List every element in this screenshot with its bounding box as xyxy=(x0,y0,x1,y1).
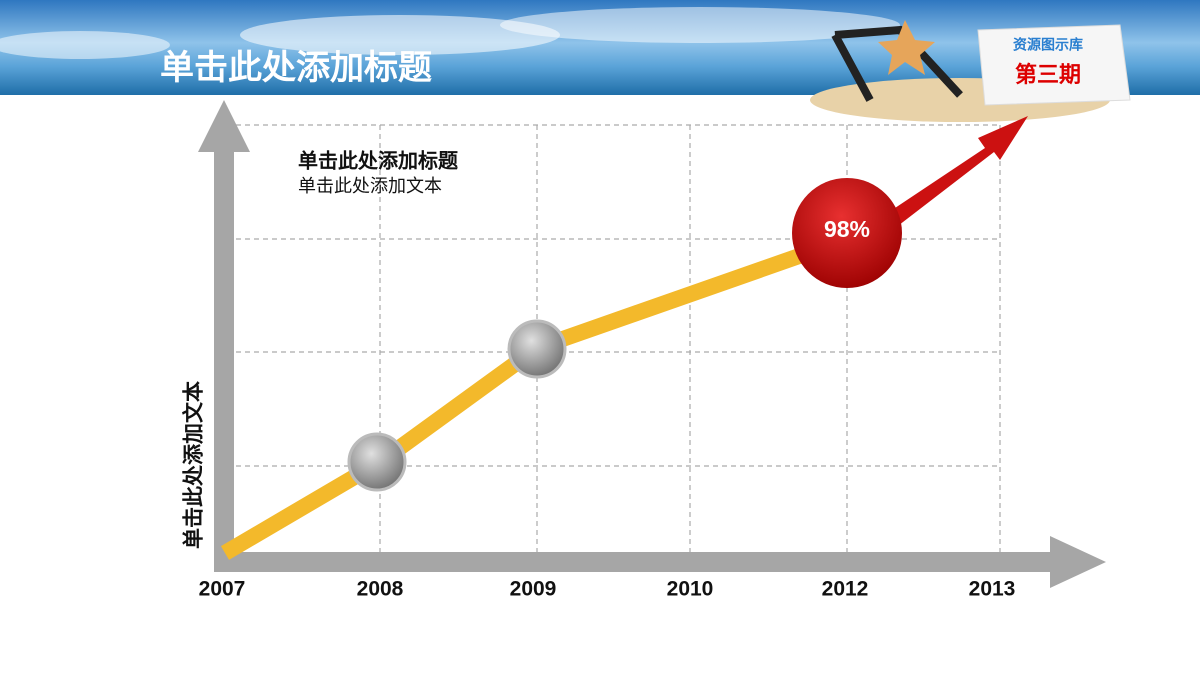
x-label: 2007 xyxy=(199,578,246,601)
header-title: 单击此处添加标题 xyxy=(160,49,432,87)
callout-text: 单击此处添加文本 xyxy=(298,176,442,196)
x-label: 2010 xyxy=(667,578,714,601)
starfish xyxy=(878,20,935,75)
x-label: 2008 xyxy=(357,578,404,601)
callout-title: 单击此处添加标题 xyxy=(298,148,459,172)
point-marker xyxy=(507,319,567,379)
x-label: 2013 xyxy=(969,578,1016,601)
badge-card xyxy=(977,24,1131,106)
badge-line2: 第三期 xyxy=(1015,62,1081,87)
cloud xyxy=(500,7,900,43)
trend-arrow xyxy=(880,116,1028,232)
x-label: 2012 xyxy=(822,578,869,601)
point-marker xyxy=(347,432,407,492)
chair xyxy=(831,25,963,102)
y-axis-label: 单击此处添加文本 xyxy=(182,381,206,549)
highlight-circle xyxy=(792,178,902,288)
trend-line xyxy=(220,246,808,560)
cloud xyxy=(0,31,170,59)
highlight-label: 98% xyxy=(824,216,870,242)
badge-line1: 资源图示库 xyxy=(1013,37,1083,53)
x-axis-arrow xyxy=(214,536,1106,588)
cloud xyxy=(240,15,560,55)
x-label: 2009 xyxy=(510,578,557,601)
y-axis-arrow xyxy=(198,100,250,572)
